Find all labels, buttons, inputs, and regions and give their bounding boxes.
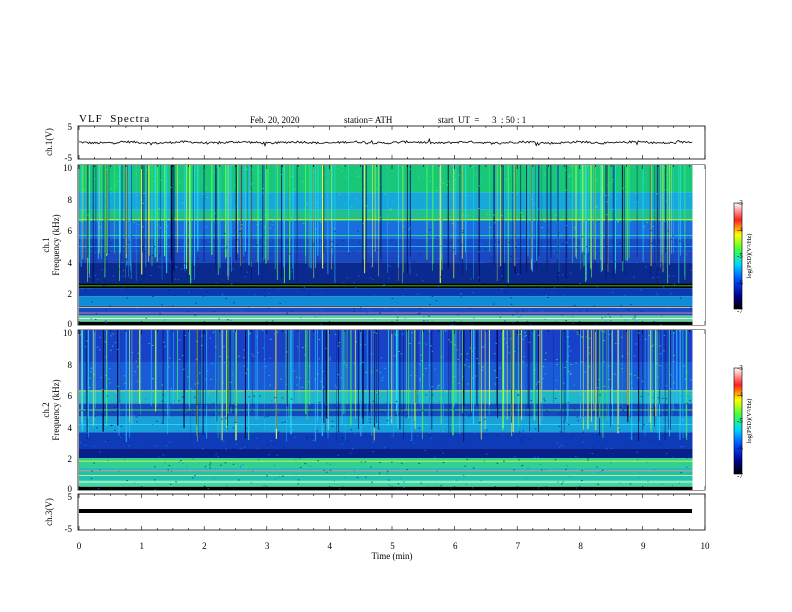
ch2-freq-tick-8: 8 xyxy=(68,360,73,370)
time-axis: 0 1 2 3 4 5 6 7 8 9 10 Time (min) xyxy=(77,541,710,561)
ch2-colorbar: -3 -4 -5 -6 -7 log(PSD)(V²/Hz) xyxy=(733,364,753,480)
ch1-colorbar: -3 -4 -5 -6 -7 log(PSD)(V²/Hz) xyxy=(733,199,753,315)
start-ut-label: start UT = xyxy=(438,115,480,125)
cb2-tick-m6: -6 xyxy=(737,444,743,452)
ch2-freq-tick-0: 0 xyxy=(68,484,73,494)
ch2-freq-tick-2: 2 xyxy=(68,454,73,464)
ch3-tick-5: 5 xyxy=(68,492,73,502)
x-tick-2: 2 xyxy=(202,541,207,551)
x-tick-3: 3 xyxy=(265,541,270,551)
x-tick-7: 7 xyxy=(516,541,521,551)
x-tick-4: 4 xyxy=(328,541,333,551)
ch1-freq-tick-6: 6 xyxy=(68,226,73,236)
ch1-freq-tick-0: 0 xyxy=(68,319,73,329)
ch1-channel-label: ch.1 xyxy=(41,237,51,252)
x-tick-0: 0 xyxy=(77,541,82,551)
ch3-tick-minus5: -5 xyxy=(65,524,73,534)
station-label: station= ATH xyxy=(344,115,393,125)
ch1-freq-tick-4: 4 xyxy=(68,258,73,268)
ch1-spectrogram-image xyxy=(79,165,705,326)
cb2-tick-m4: -4 xyxy=(737,391,743,399)
cb1-tick-m5: -5 xyxy=(737,252,743,260)
cb2-tick-m7: -7 xyxy=(737,472,743,480)
ch2-freq-tick-4: 4 xyxy=(68,423,73,433)
ch1-spectrogram-panel: 10 8 6 4 2 0 ch.1 Frequency (kHz) xyxy=(41,163,706,329)
date-label: Feb. 20, 2020 xyxy=(250,115,300,125)
start-ut-value: 3 : 50 : 1 xyxy=(492,115,527,125)
cb2-tick-m5: -5 xyxy=(737,417,743,425)
cb1-tick-m3: -3 xyxy=(737,199,743,207)
x-tick-10: 10 xyxy=(701,541,711,551)
cb2-label: log(PSD)(V²/Hz) xyxy=(746,399,753,444)
ch1-waveform-panel: 5 -5 ch.1(V) xyxy=(44,122,706,163)
ch1-freq-tick-10: 10 xyxy=(63,163,73,173)
ch1-freq-tick-2: 2 xyxy=(68,289,73,299)
cb1-tick-m4: -4 xyxy=(737,226,743,234)
x-tick-1: 1 xyxy=(139,541,144,551)
ch1-tick-5: 5 xyxy=(68,122,73,132)
x-tick-6: 6 xyxy=(453,541,458,551)
ch1-waveform-line xyxy=(78,137,693,148)
x-tick-9: 9 xyxy=(641,541,646,551)
ch1-tick-minus5: -5 xyxy=(65,153,73,163)
ch2-channel-label: ch.2 xyxy=(41,402,51,417)
axis-ticks xyxy=(78,126,706,530)
ch2-freq-tick-10: 10 xyxy=(63,328,73,338)
cb2-tick-m3: -3 xyxy=(737,364,743,372)
ch2-spectrogram-panel: 10 8 6 4 2 0 ch.2 Frequency (kHz) xyxy=(41,328,706,494)
x-axis-label: Time (min) xyxy=(372,551,413,561)
ch1-freq-tick-8: 8 xyxy=(68,195,73,205)
ch2-freq-ylabel: Frequency (kHz) xyxy=(51,379,61,440)
cb1-tick-m7: -7 xyxy=(737,307,743,315)
ch2-spectrogram-image xyxy=(79,330,705,491)
x-tick-5: 5 xyxy=(390,541,395,551)
ch3-waveform-panel: 5 -5 ch.3(V) xyxy=(44,492,706,534)
x-tick-8: 8 xyxy=(578,541,583,551)
cb1-tick-m6: -6 xyxy=(737,279,743,287)
ch1-waveform-ylabel: ch.1(V) xyxy=(44,128,54,156)
ch1-freq-ylabel: Frequency (kHz) xyxy=(51,214,61,275)
chart-title: VLF Spectra xyxy=(79,113,151,125)
ch2-freq-tick-6: 6 xyxy=(68,391,73,401)
cb1-label: log(PSD)(V²/Hz) xyxy=(746,234,753,279)
ch3-waveform-ylabel: ch.3(V) xyxy=(44,498,54,526)
